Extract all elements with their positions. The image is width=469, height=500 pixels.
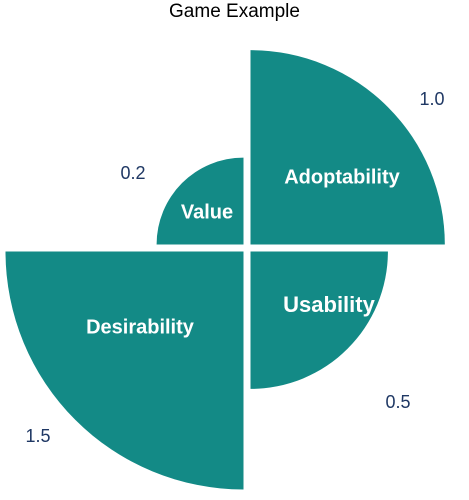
slice-label-adoptability: Adoptability bbox=[284, 166, 400, 188]
slice-usability bbox=[250, 251, 388, 389]
value-label-adoptability: 1.0 bbox=[419, 89, 444, 109]
slice-label-value: Value bbox=[181, 201, 233, 223]
value-label-desirability: 1.5 bbox=[25, 426, 50, 446]
slice-label-usability: Usability bbox=[283, 292, 375, 317]
chart-title: Game Example bbox=[169, 1, 300, 22]
value-label-value: 0.2 bbox=[120, 163, 145, 183]
value-label-usability: 0.5 bbox=[385, 392, 410, 412]
slice-adoptability bbox=[250, 50, 445, 245]
slice-desirability bbox=[5, 251, 244, 490]
slice-label-desirability: Desirability bbox=[86, 316, 195, 338]
slice-value bbox=[156, 157, 244, 245]
